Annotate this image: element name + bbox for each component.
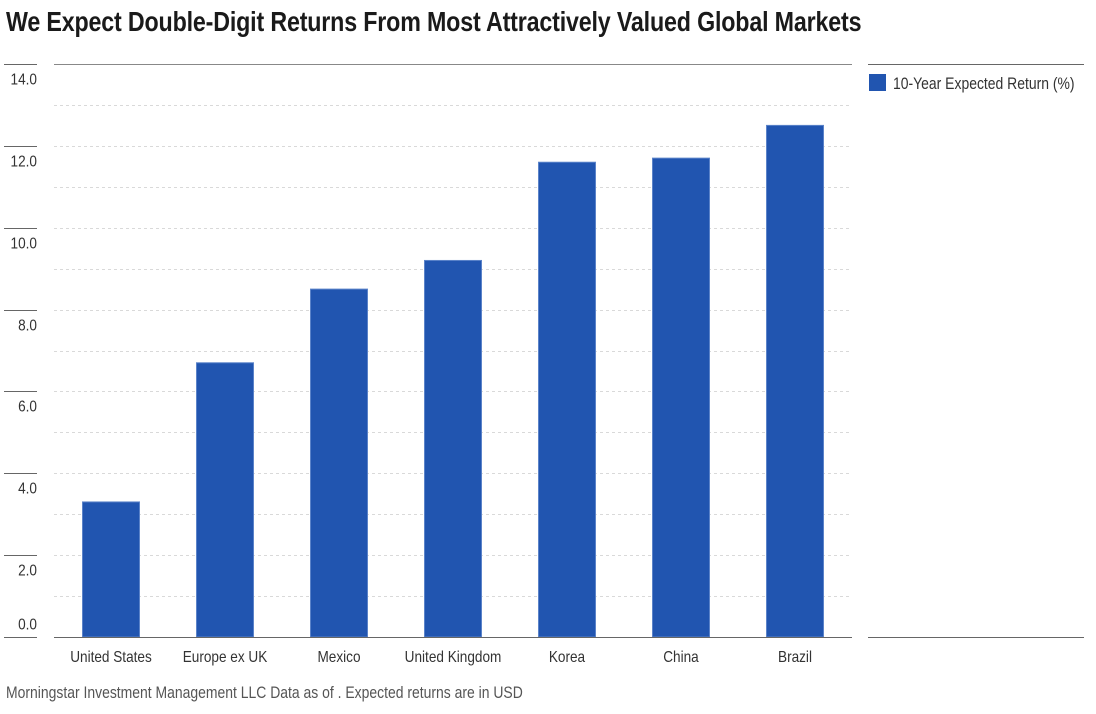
y-tick-label: 10.0 bbox=[11, 236, 37, 253]
bar-korea bbox=[538, 161, 596, 638]
y-tick-label: 6.0 bbox=[18, 399, 37, 416]
y-tick-label: 8.0 bbox=[18, 318, 37, 335]
y-tick-label: 4.0 bbox=[18, 481, 37, 498]
chart-footer: Morningstar Investment Management LLC Da… bbox=[6, 683, 523, 702]
bars bbox=[82, 124, 824, 638]
y-tick-label: 12.0 bbox=[11, 154, 37, 171]
x-tick-label: Korea bbox=[549, 649, 586, 666]
bar-united-states bbox=[82, 501, 140, 638]
chart-frame bbox=[54, 64, 1084, 638]
x-tick-label: China bbox=[663, 649, 699, 666]
bar-europe-ex-uk bbox=[196, 362, 254, 638]
legend-label: 10-Year Expected Return (%) bbox=[893, 74, 1075, 93]
bar-mexico bbox=[310, 288, 368, 638]
bar-brazil bbox=[766, 124, 824, 638]
chart-title: We Expect Double-Digit Returns From Most… bbox=[6, 6, 862, 37]
bar-china bbox=[652, 157, 710, 638]
x-tick-label: Brazil bbox=[778, 649, 812, 666]
y-tick-label: 14.0 bbox=[11, 72, 37, 89]
x-tick-label: United States bbox=[70, 649, 152, 666]
y-tick-label: 0.0 bbox=[18, 617, 37, 634]
y-axis: 0.0 2.0 4.0 6.0 8.0 10.0 12.0 14.0 bbox=[4, 64, 37, 638]
x-tick-label: Europe ex UK bbox=[183, 649, 268, 666]
y-tick-label: 2.0 bbox=[18, 563, 37, 580]
x-tick-label: Mexico bbox=[317, 649, 360, 666]
x-tick-label: United Kingdom bbox=[405, 649, 502, 666]
x-axis: United States Europe ex UK Mexico United Ki… bbox=[70, 649, 812, 666]
bar-united-kingdom bbox=[424, 259, 482, 638]
legend-swatch bbox=[869, 74, 886, 91]
